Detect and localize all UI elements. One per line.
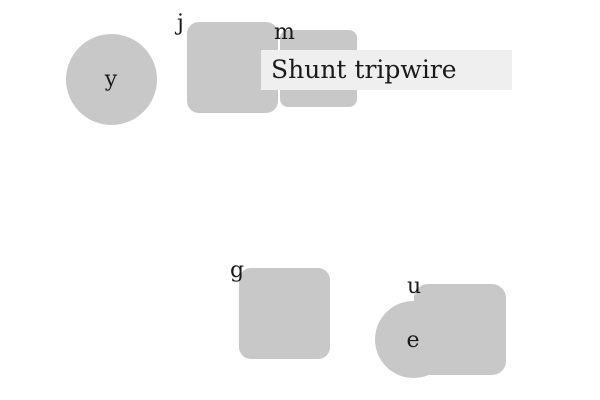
node-y-label: y xyxy=(104,67,118,92)
tooltip: Shunt tripwire xyxy=(261,50,512,90)
node-g-label: g xyxy=(230,258,245,283)
node-u-label: u xyxy=(407,274,422,299)
node-g-box[interactable] xyxy=(239,268,330,359)
node-e-circle[interactable] xyxy=(375,301,452,378)
node-y-circle[interactable] xyxy=(66,34,157,125)
node-j-label: j xyxy=(177,11,184,36)
node-e-label: e xyxy=(406,328,420,353)
node-m-label: m xyxy=(274,20,295,45)
